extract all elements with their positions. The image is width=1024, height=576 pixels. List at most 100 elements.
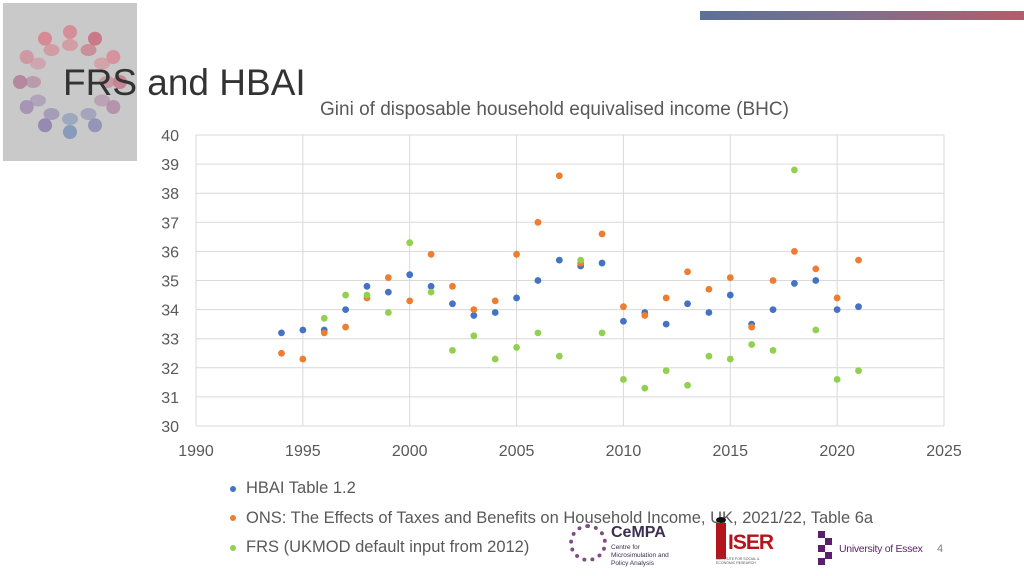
data-point-ons (812, 265, 820, 273)
data-point-frs (684, 381, 691, 389)
data-point-hbai (555, 256, 563, 264)
data-point-hbai (470, 312, 478, 319)
data-point-hbai (449, 300, 456, 308)
x-tick-label: 2010 (606, 443, 642, 460)
essex-mark-icon (818, 531, 832, 565)
data-point-hbai (363, 282, 371, 290)
data-point-frs (705, 352, 713, 360)
x-tick-label: 2020 (819, 443, 855, 460)
legend-marker-ons (230, 515, 236, 522)
y-tick-label: 39 (161, 157, 179, 174)
data-point-frs (470, 332, 478, 340)
cempa-logo-name: CeMPA (611, 524, 666, 541)
logo-person-head (19, 50, 34, 64)
page-number: 4 (937, 543, 944, 555)
data-point-frs (769, 346, 777, 354)
data-point-frs (491, 355, 499, 363)
data-point-frs (855, 367, 862, 375)
chart-title: Gini of disposable household equivalised… (320, 99, 789, 120)
y-tick-label: 36 (161, 244, 179, 261)
slide-title: FRS and HBAI (63, 62, 306, 103)
data-point-hbai (342, 306, 349, 313)
logo-person-body (62, 39, 78, 51)
legend-marker-hbai (230, 485, 236, 492)
data-point-hbai (812, 277, 820, 284)
data-point-frs (812, 326, 820, 334)
data-point-ons (855, 256, 862, 264)
data-point-ons (833, 294, 841, 302)
data-point-ons (662, 294, 670, 302)
y-tick-label: 31 (161, 390, 179, 407)
iser-dot-icon (716, 517, 726, 523)
data-point-ons (555, 172, 563, 180)
legend-item-hbai: HBAI Table 1.2 (230, 474, 873, 504)
logo-person-head (38, 31, 52, 46)
legend-item-frs: FRS (UKMOD default input from 2012) (230, 533, 873, 563)
data-point-ons (620, 303, 627, 311)
data-point-ons (534, 218, 542, 226)
iser-logo-name: ISER (728, 531, 774, 554)
data-point-ons (320, 329, 328, 337)
data-point-frs (513, 344, 520, 351)
data-point-hbai (491, 309, 499, 316)
legend-marker-frs (230, 544, 236, 551)
data-point-hbai (278, 329, 285, 337)
logo-person-head (13, 75, 27, 89)
data-point-frs (406, 239, 414, 247)
data-point-frs (320, 314, 328, 322)
data-point-frs (748, 341, 756, 348)
x-tick-label: 1990 (178, 443, 214, 460)
data-point-hbai (684, 300, 691, 308)
data-point-ons (449, 282, 456, 290)
data-point-ons (513, 250, 520, 258)
data-point-hbai (726, 291, 734, 299)
data-point-ons (705, 285, 713, 293)
data-point-ons (342, 323, 349, 331)
cempa-circle-icon (569, 524, 607, 562)
data-point-ons (470, 306, 478, 313)
x-tick-label: 2005 (499, 443, 535, 460)
logo-person-head (106, 50, 121, 64)
data-point-hbai (705, 309, 713, 316)
data-point-hbai (620, 317, 627, 325)
logo-person-body (29, 57, 46, 70)
iser-logo: ISER INSTITUTE FOR SOCIAL & ECONOMIC RES… (716, 517, 776, 569)
data-point-frs (577, 256, 585, 264)
data-point-ons (427, 250, 435, 258)
data-point-hbai (427, 282, 435, 290)
data-point-hbai (598, 259, 606, 267)
x-tick-label: 2015 (712, 443, 748, 460)
cempa-logo-subtitle: Centre for Microsimulation and Policy An… (611, 544, 669, 567)
data-point-ons (299, 355, 307, 363)
y-tick-label: 35 (161, 274, 179, 291)
data-point-ons (684, 268, 691, 276)
data-point-ons (769, 277, 777, 284)
legend-label-frs: FRS (UKMOD default input from 2012) (246, 538, 530, 557)
chart-legend: HBAI Table 1.2 ONS: The Effects of Taxes… (230, 474, 873, 563)
y-tick-label: 32 (161, 361, 179, 378)
logo-person-body (99, 76, 115, 88)
data-point-frs (791, 166, 798, 174)
data-point-hbai (769, 306, 777, 313)
x-tick-label: 2000 (392, 443, 428, 460)
y-tick-label: 37 (161, 215, 179, 232)
y-tick-label: 33 (161, 332, 179, 349)
data-point-frs (726, 355, 734, 363)
logo-person-head (88, 118, 102, 133)
logo-person-head (63, 25, 77, 39)
y-tick-label: 38 (161, 186, 179, 203)
data-point-hbai (406, 271, 414, 279)
data-point-frs (555, 352, 563, 360)
logo-person-body (25, 76, 41, 88)
y-tick-label: 30 (161, 419, 179, 436)
data-point-frs (427, 288, 435, 296)
top-accent-bar (700, 11, 1024, 20)
logo-person-head (63, 125, 77, 139)
y-tick-label: 34 (161, 303, 179, 320)
data-point-frs (598, 329, 606, 337)
logo-person-head (113, 75, 127, 89)
data-point-ons (598, 230, 606, 238)
y-tick-label: 40 (161, 128, 179, 145)
data-point-ons (491, 297, 499, 305)
legend-label-ons: ONS: The Effects of Taxes and Benefits o… (246, 508, 874, 527)
